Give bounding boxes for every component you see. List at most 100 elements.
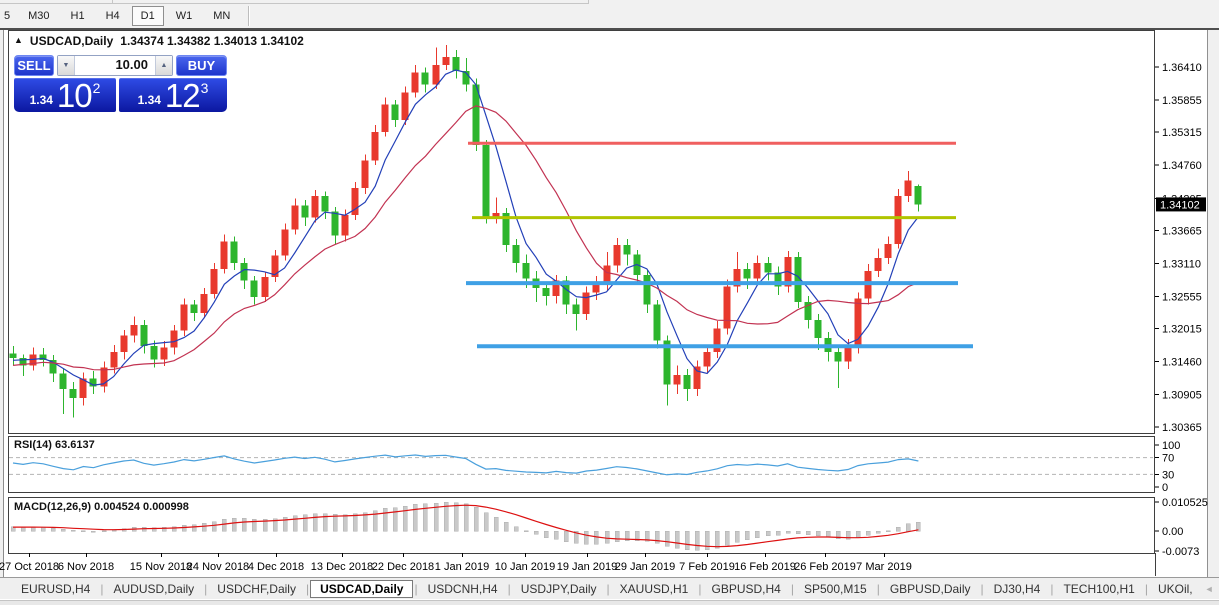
chart-title: ▲ USDCAD,Daily 1.34374 1.34382 1.34013 1… [14, 34, 304, 48]
tab-scroll-left-icon[interactable]: ◄ [1202, 584, 1217, 594]
ma-slow-line [12, 105, 919, 371]
candle-body [834, 352, 842, 362]
rsi-pane[interactable] [8, 436, 1155, 493]
timeframe-button-5[interactable]: 5 [1, 6, 16, 26]
tab-usdcad-daily[interactable]: USDCAD,Daily [310, 579, 414, 598]
tab-usdchf-daily[interactable]: USDCHF,Daily [217, 581, 296, 596]
candle-body [341, 215, 349, 236]
sell-price-sup: 2 [92, 80, 101, 96]
candle-body [19, 358, 27, 366]
buy-price-button[interactable]: 1.34 12 3 [119, 78, 227, 112]
macd-histogram-bar [292, 515, 298, 532]
macd-histogram-bar [915, 521, 921, 532]
candle-body [130, 324, 138, 336]
candle-body [200, 293, 208, 313]
candle-body [512, 245, 520, 263]
macd-pane[interactable] [8, 497, 1155, 554]
candle-body [884, 243, 892, 259]
candle-body [894, 196, 902, 244]
rsi-line [12, 454, 919, 476]
candle-body [914, 186, 922, 205]
one-click-trading-panel: SELL ▼ 10.00 ▲ BUY 1.34 10 2 1.34 12 [14, 55, 227, 112]
timeframe-button-m30[interactable]: M30 [19, 6, 58, 26]
candle-body [613, 245, 621, 266]
macd-histogram-bar [674, 530, 680, 549]
macd-histogram-bar [332, 514, 338, 532]
tab-usdcnh-h4[interactable]: USDCNH,H4 [427, 581, 498, 596]
time-tick-label: 13 Dec 2018 [311, 561, 373, 573]
macd-histogram-bar [171, 526, 177, 532]
candle-body [713, 328, 721, 353]
volume-value[interactable]: 10.00 [115, 57, 148, 72]
candle-body [271, 255, 279, 278]
macd-histogram-bar [775, 530, 781, 536]
current-price-box [1156, 197, 1206, 212]
toolbar-separator [248, 6, 251, 26]
candle-body [643, 274, 651, 305]
candle-body [452, 56, 460, 72]
macd-histogram-bar [282, 517, 288, 532]
timeframe-button-h4[interactable]: H4 [97, 6, 129, 26]
candle-body [874, 258, 882, 272]
buy-button[interactable]: BUY [176, 55, 227, 76]
tab-gbpusd-daily[interactable]: GBPUSD,Daily [889, 581, 971, 596]
candle-body [854, 298, 862, 347]
candle-body [220, 241, 228, 269]
timeframe-button-d1[interactable]: D1 [131, 6, 164, 26]
tab-dj30-h4[interactable]: DJ30,H4 [993, 581, 1041, 596]
tab-sp500-m15[interactable]: SP500,M15 [803, 581, 867, 596]
time-tick-label: 24 Nov 2018 [187, 561, 249, 573]
macd-histogram-bar [70, 530, 76, 532]
macd-histogram-bar [543, 530, 549, 538]
time-tick-label: 26 Feb 2019 [794, 561, 856, 573]
macd-histogram-bar [322, 513, 328, 532]
macd-histogram-bar [614, 530, 620, 542]
candle-body [693, 366, 701, 390]
candle-body [321, 196, 329, 212]
sell-button[interactable]: SELL [14, 55, 54, 76]
candle-body [743, 268, 751, 279]
price-axis[interactable]: 1.364101.358551.353151.347601.342051.336… [1155, 62, 1206, 434]
candle-body [663, 340, 671, 385]
timeframe-button-mn[interactable]: MN [204, 6, 239, 26]
rsi-tick-label: 100 [1162, 440, 1180, 452]
timeframe-button-h1[interactable]: H1 [62, 6, 94, 26]
tab-separator: | [980, 581, 984, 596]
macd-histogram-bar [815, 530, 821, 537]
rsi-label: RSI(14) 63.6137 [14, 439, 95, 451]
tab-gbpusd-h4[interactable]: GBPUSD,H4 [711, 581, 781, 596]
up-arrow-icon: ▲ [160, 62, 168, 69]
tab-usdjpy-daily[interactable]: USDJPY,Daily [520, 581, 597, 596]
macd-histogram-bar [463, 503, 469, 532]
macd-histogram-bar [231, 518, 237, 532]
volume-increase-button[interactable]: ▲ [155, 56, 172, 75]
price-tick-label: 1.35315 [1162, 127, 1202, 139]
macd-histogram-bar [825, 530, 831, 538]
macd-histogram-bar [372, 510, 378, 532]
tab-tech100-h1[interactable]: TECH100,H1 [1063, 581, 1135, 596]
candle-body [331, 211, 339, 236]
tab-separator: | [790, 581, 794, 596]
tab-separator: | [305, 581, 310, 596]
tab-xauusd-h1[interactable]: XAUUSD,H1 [619, 581, 689, 596]
volume-decrease-button[interactable]: ▼ [58, 56, 75, 75]
sell-price-button[interactable]: 1.34 10 2 [14, 78, 116, 112]
macd-tick-label: -0.0073 [1162, 546, 1199, 558]
collapse-icon[interactable]: ▲ [14, 35, 23, 45]
macd-histogram-bar [40, 527, 46, 532]
chart-tab-bar: EURUSD,H4 | AUDUSD,Daily | USDCHF,Daily | USDC… [0, 577, 1219, 599]
price-tick-label: 1.34760 [1162, 160, 1202, 172]
candle-body [482, 145, 490, 219]
timeframe-button-w1[interactable]: W1 [167, 6, 202, 26]
macd-histogram-bar [483, 512, 489, 532]
tab-eurusd-h4[interactable]: EURUSD,H4 [21, 581, 91, 596]
tab-ukoil-[interactable]: UKOil, [1157, 581, 1193, 596]
macd-histogram-bar [724, 530, 730, 546]
macd-histogram-bar [402, 505, 408, 532]
macd-histogram-bar [855, 530, 861, 538]
macd-histogram-bar [754, 530, 760, 538]
tab-audusd-daily[interactable]: AUDUSD,Daily [113, 581, 195, 596]
